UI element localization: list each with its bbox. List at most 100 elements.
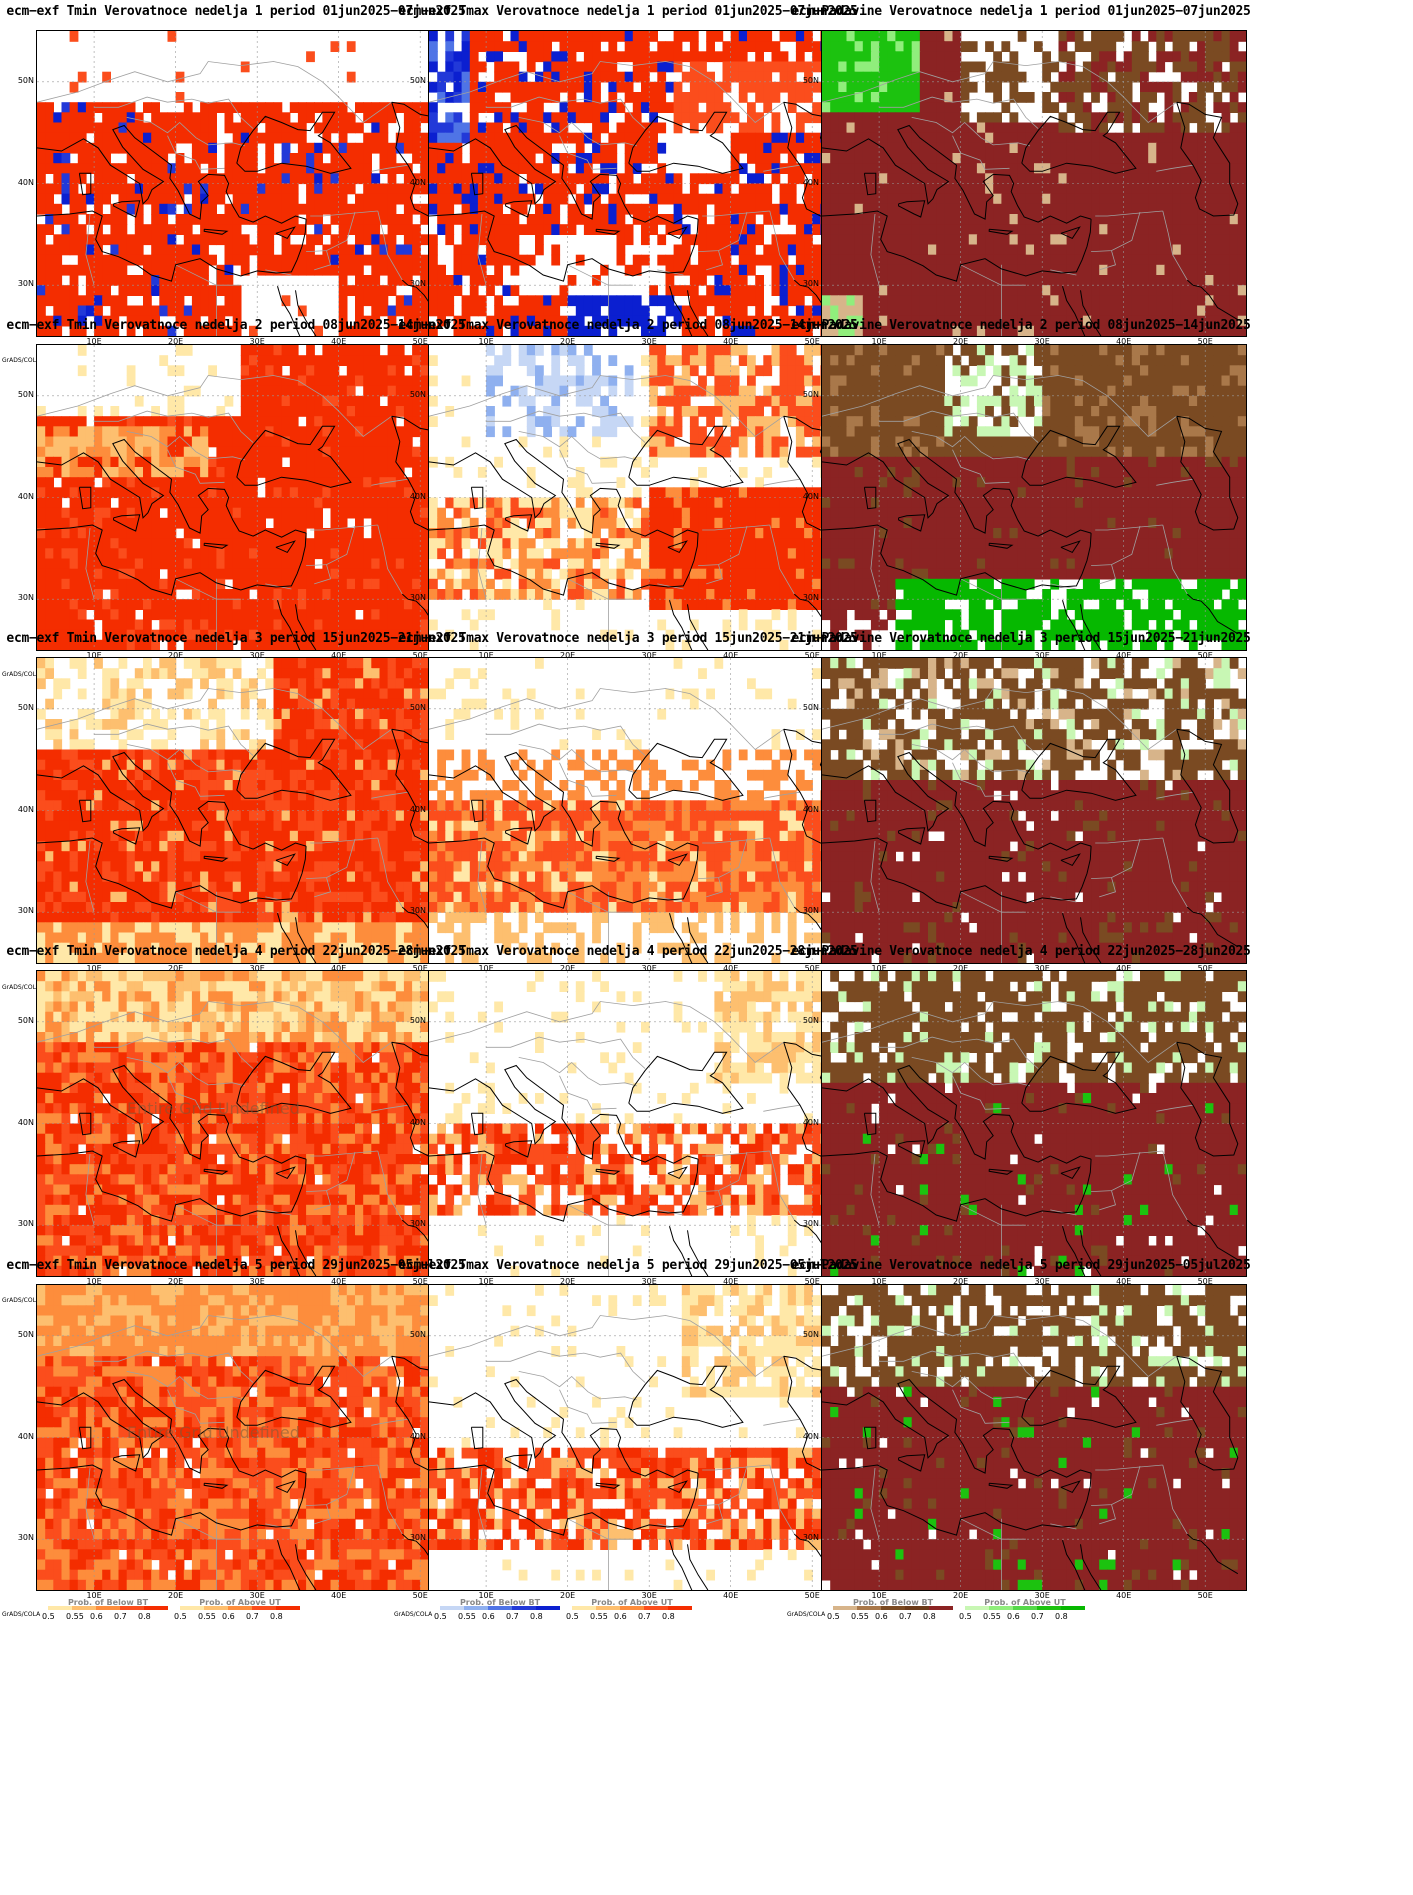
lon-label: 20E: [952, 651, 969, 660]
map-title: ecm−exf Tmax Verovatnoce nedelja 2 perio…: [398, 318, 858, 333]
lat-label: 30N: [802, 1219, 819, 1229]
undefined-grid-note: Entire Grid Undefined: [127, 1099, 300, 1118]
legend-ticks: 0.5 0.55 0.6 0.7 0.8: [434, 1612, 554, 1621]
lon-label: 30E: [641, 1591, 657, 1600]
lon-label: 40E: [331, 1591, 347, 1600]
lon-label: 50E: [412, 964, 428, 973]
lon-label: 30E: [641, 651, 657, 660]
legend-ticks: 0.5 0.55 0.6 0.7 0.8: [566, 1612, 686, 1621]
lon-label: 50E: [1197, 651, 1213, 660]
map-canvas: [822, 1285, 1246, 1590]
lon-label: 40E: [1116, 651, 1132, 660]
legend-below: Prob. of Below BT 0.5 0.55 0.6 0.7 0.8: [42, 1598, 168, 1621]
undefined-grid-note: Entire Grid Undefined: [127, 1423, 300, 1442]
map-title: ecm−exf Tmin Verovatnoce nedelja 1 perio…: [6, 4, 466, 19]
lon-label: 20E: [559, 1277, 576, 1286]
lat-label: 30N: [17, 1219, 34, 1229]
lon-label: 30E: [1034, 651, 1050, 660]
lon-label: 10E: [478, 964, 494, 973]
lat-label: 50N: [409, 1015, 426, 1025]
legend-below: Prob. of Below BT 0.5 0.55 0.6 0.7 0.8: [434, 1598, 560, 1621]
legend-swatch: [512, 1606, 536, 1610]
legend-above: Prob. of Above UT 0.5 0.55 0.6 0.7 0.8: [959, 1598, 1085, 1621]
lon-label: 50E: [804, 337, 820, 346]
lat-label: 30N: [409, 593, 426, 603]
lon-label: 20E: [952, 1591, 969, 1600]
legend-swatch: [881, 1606, 905, 1610]
map-title: ecm−exf Tmin Verovatnoce nedelja 5 perio…: [6, 1258, 466, 1273]
legend-tick-label: 0.7: [1031, 1612, 1044, 1621]
legend-swatch: [276, 1606, 300, 1610]
lat-label: 40N: [802, 177, 819, 187]
lat-label: 50N: [802, 389, 819, 399]
lat-label: 40N: [17, 1431, 34, 1441]
lon-label: 10E: [86, 1277, 102, 1286]
lon-label: 20E: [167, 1277, 184, 1286]
map-title: ecm−exf Tmin Verovatnoce nedelja 4 perio…: [6, 944, 466, 959]
legend-above: Prob. of Above UT 0.5 0.55 0.6 0.7 0.8: [174, 1598, 300, 1621]
map-panel: ecm−Padavine Verovatnoce nedelja 3 perio…: [785, 627, 1255, 1005]
legend-tick-label: 0.6: [482, 1612, 495, 1621]
lon-label: 10E: [478, 1277, 494, 1286]
lat-label: 50N: [409, 1329, 426, 1339]
map-title: ecm−exf Tmin Verovatnoce nedelja 3 perio…: [6, 631, 466, 646]
legend-tick-label: 0.8: [662, 1612, 675, 1621]
legend-ticks: 0.5 0.55 0.6 0.7 0.8: [827, 1612, 947, 1621]
lat-label: 50N: [17, 389, 34, 399]
lon-label: 10E: [478, 651, 494, 660]
legend-tick-label: 0.5: [434, 1612, 447, 1621]
lat-label: 50N: [802, 1329, 819, 1339]
lat-label: 40N: [17, 177, 34, 187]
legend-swatch: [228, 1606, 252, 1610]
map-title: ecm−Padavine Verovatnoce nedelja 5 perio…: [791, 1258, 1251, 1273]
probability-map: [821, 1284, 1247, 1591]
lat-label: 50N: [802, 702, 819, 712]
lon-label: 10E: [86, 964, 102, 973]
legend-swatch: [536, 1606, 560, 1610]
legend-swatch: [572, 1606, 596, 1610]
legend-tick-label: 0.55: [590, 1612, 608, 1621]
legend-swatch: [120, 1606, 144, 1610]
legend-tick-label: 0.8: [270, 1612, 283, 1621]
map-title: ecm−exf Tmax Verovatnoce nedelja 3 perio…: [398, 631, 858, 646]
lon-label: 20E: [167, 964, 184, 973]
lon-label: 40E: [1116, 1277, 1132, 1286]
lat-label: 50N: [409, 389, 426, 399]
lat-label: 40N: [409, 491, 426, 501]
lat-label: 40N: [409, 177, 426, 187]
lat-label: 40N: [17, 491, 34, 501]
lat-label: 50N: [17, 1329, 34, 1339]
lat-label: 30N: [409, 279, 426, 289]
lon-label: 50E: [804, 651, 820, 660]
lon-label: 40E: [331, 964, 347, 973]
legend-tick-label: 0.7: [506, 1612, 519, 1621]
legend-swatch: [929, 1606, 953, 1610]
map-panel: ecm−Padavine Verovatnoce nedelja 4 perio…: [785, 940, 1255, 1318]
legend-swatch: [464, 1606, 488, 1610]
legend-tick-label: 0.8: [138, 1612, 151, 1621]
lat-label: 50N: [17, 1015, 34, 1025]
lon-label: 20E: [559, 651, 576, 660]
legend-swatch: [1013, 1606, 1037, 1610]
legend-swatch: [180, 1606, 204, 1610]
lon-label: 20E: [952, 964, 969, 973]
lat-label: 50N: [17, 702, 34, 712]
lon-label: 30E: [249, 651, 265, 660]
map-panel: ecm−exf Tmin Verovatnoce nedelja 3 perio…: [0, 627, 470, 1005]
lon-label: 20E: [559, 964, 576, 973]
lon-label: 40E: [331, 651, 347, 660]
map-title: ecm−Padavine Verovatnoce nedelja 1 perio…: [791, 4, 1251, 19]
legend-tick-label: 0.8: [1055, 1612, 1068, 1621]
lat-label: 50N: [409, 75, 426, 85]
lat-label: 40N: [802, 1117, 819, 1127]
lon-label: 10E: [871, 651, 887, 660]
lon-label: 50E: [804, 1277, 820, 1286]
legend-swatch: [1061, 1606, 1085, 1610]
lat-label: 40N: [17, 1117, 34, 1127]
lon-label: 30E: [249, 337, 265, 346]
lon-label: 10E: [871, 337, 887, 346]
lon-label: 20E: [167, 651, 184, 660]
lon-label: 10E: [871, 964, 887, 973]
legend-swatch: [857, 1606, 881, 1610]
lon-label: 10E: [871, 1591, 887, 1600]
